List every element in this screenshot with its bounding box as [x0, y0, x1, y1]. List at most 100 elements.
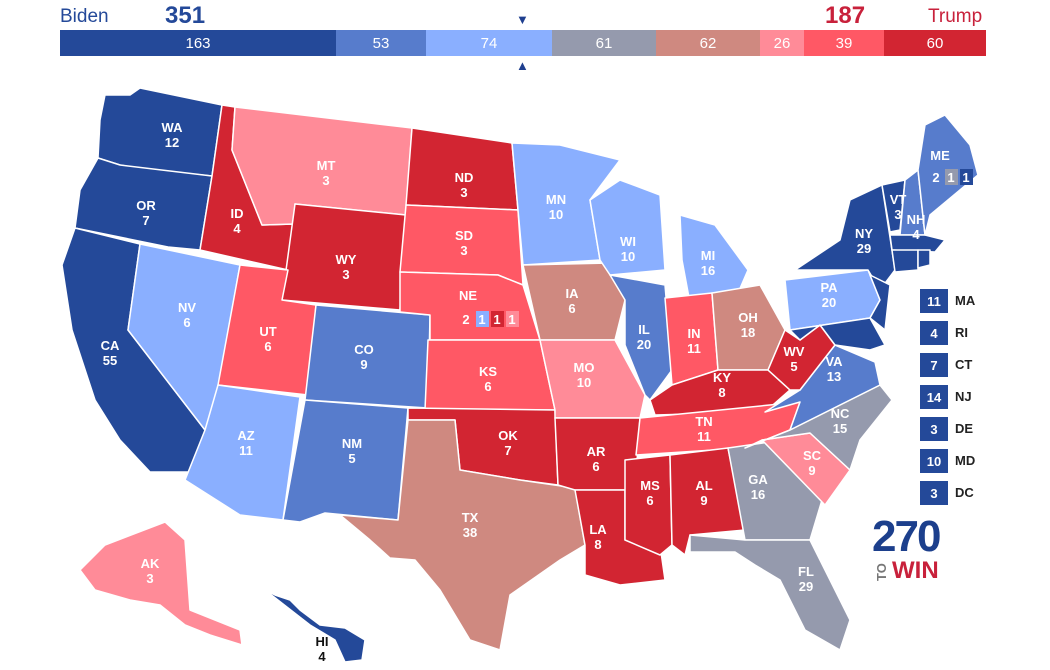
- me-district-box[interactable]: [960, 169, 973, 185]
- me-district-ev: 1: [947, 170, 954, 185]
- state-label-AK: AK: [141, 556, 160, 571]
- bar-segment-tilt-r[interactable]: 62: [656, 30, 760, 56]
- state-GA[interactable]: [727, 441, 826, 541]
- ne-district-ev: 1: [478, 312, 485, 327]
- state-ev-UT: 6: [264, 339, 271, 354]
- state-label-MS: MS: [640, 478, 660, 493]
- rep-candidate-name: Trump: [928, 6, 983, 27]
- me-district-box[interactable]: [945, 169, 958, 185]
- state-ev-NE: 2: [462, 312, 469, 327]
- small-state-box-MD[interactable]: 10: [920, 449, 948, 473]
- state-label-WA: WA: [162, 120, 184, 135]
- state-MD[interactable]: [789, 317, 886, 351]
- state-ev-WV: 5: [790, 359, 797, 374]
- state-HI[interactable]: [264, 589, 366, 663]
- state-ev-MO: 10: [577, 375, 591, 390]
- state-ev-AR: 6: [592, 459, 599, 474]
- small-state-box-CT[interactable]: 7: [920, 353, 948, 377]
- state-ev-AK: 3: [146, 571, 153, 586]
- state-ev-MN: 10: [549, 207, 563, 222]
- small-state-box-NJ[interactable]: 14: [920, 385, 948, 409]
- state-FL[interactable]: [689, 534, 851, 651]
- state-ev-KY: 8: [718, 385, 725, 400]
- state-ev-ME: 2: [932, 170, 939, 185]
- state-ev-VT: 3: [894, 207, 901, 222]
- state-ev-TN: 11: [697, 429, 711, 444]
- state-NM[interactable]: [282, 399, 409, 523]
- state-ev-MI: 16: [701, 263, 715, 278]
- state-WI[interactable]: [589, 179, 666, 276]
- state-label-UT: UT: [259, 324, 276, 339]
- state-ev-NM: 5: [348, 451, 355, 466]
- ne-district-box[interactable]: [491, 311, 504, 327]
- state-ev-AZ: 11: [239, 443, 253, 458]
- state-CT[interactable]: [891, 249, 919, 273]
- state-label-NV: NV: [178, 300, 196, 315]
- state-AZ[interactable]: [184, 384, 301, 521]
- logo-win: WIN: [892, 557, 939, 584]
- state-TX[interactable]: [339, 419, 586, 651]
- state-WA[interactable]: [97, 87, 223, 177]
- state-label-NE: NE: [459, 288, 477, 303]
- small-state-label-MD: MD: [955, 453, 976, 468]
- state-label-AL: AL: [695, 478, 712, 493]
- state-label-ME: ME: [930, 148, 950, 163]
- bar-segment-likely-r[interactable]: 39: [804, 30, 884, 56]
- logo-number: 270: [872, 512, 941, 561]
- midpoint-marker-top-icon: ▼: [516, 12, 529, 27]
- state-NJ[interactable]: [869, 274, 891, 331]
- ne-district-box[interactable]: [476, 311, 489, 327]
- small-state-label-DE: DE: [955, 421, 974, 436]
- small-state-box-MA[interactable]: 11: [920, 289, 948, 313]
- bar-segment-safe-r[interactable]: 60: [884, 30, 986, 56]
- state-label-MT: MT: [317, 158, 336, 173]
- small-state-box-DC[interactable]: 3: [920, 481, 948, 505]
- small-state-label-CT: CT: [955, 357, 973, 372]
- state-ev-ND: 3: [460, 185, 467, 200]
- state-ev-IA: 6: [568, 301, 575, 316]
- state-label-VA: VA: [825, 354, 843, 369]
- bar-segment-likely-d[interactable]: 53: [336, 30, 426, 56]
- small-state-box-RI[interactable]: 4: [920, 321, 948, 345]
- state-RI[interactable]: [917, 249, 931, 269]
- bar-segment-tossup[interactable]: 61: [552, 30, 656, 56]
- state-ev-ID: 4: [233, 221, 241, 236]
- state-label-IN: IN: [688, 326, 701, 341]
- state-ev-IN: 11: [687, 341, 701, 356]
- state-label-NH: NH: [907, 212, 926, 227]
- state-MS[interactable]: [624, 454, 673, 556]
- state-ev-WY: 3: [342, 267, 349, 282]
- state-label-PA: PA: [820, 280, 838, 295]
- ne-district-ev: 1: [493, 312, 500, 327]
- state-label-LA: LA: [589, 522, 607, 537]
- state-ev-MT: 3: [322, 173, 329, 188]
- state-ev-NV: 6: [183, 315, 190, 330]
- state-label-NY: NY: [855, 226, 873, 241]
- state-ev-OK: 7: [504, 443, 511, 458]
- ne-district-ev: 1: [508, 312, 515, 327]
- dem-candidate-name: Biden: [60, 6, 109, 27]
- state-label-NM: NM: [342, 436, 362, 451]
- state-NC[interactable]: [744, 384, 893, 471]
- bar-segment-safe-d[interactable]: 163: [60, 30, 336, 56]
- state-ev-KS: 6: [484, 379, 491, 394]
- state-ev-WA: 12: [165, 135, 179, 150]
- state-label-GA: GA: [748, 472, 768, 487]
- bar-segment-lean-d[interactable]: 74: [426, 30, 552, 56]
- state-label-OR: OR: [136, 198, 156, 213]
- state-IA[interactable]: [522, 262, 626, 341]
- state-label-WY: WY: [336, 252, 357, 267]
- state-ev-NH: 4: [912, 227, 920, 242]
- small-state-label-RI: RI: [955, 325, 968, 340]
- state-OR[interactable]: [74, 157, 213, 251]
- state-label-IA: IA: [566, 286, 580, 301]
- logo-to: TO: [874, 563, 889, 581]
- bar-segment-lean-r[interactable]: 26: [760, 30, 804, 56]
- state-label-SD: SD: [455, 228, 473, 243]
- state-label-ND: ND: [455, 170, 474, 185]
- ne-district-box[interactable]: [506, 311, 519, 327]
- small-state-box-DE[interactable]: 3: [920, 417, 948, 441]
- state-ev-CO: 9: [360, 357, 367, 372]
- state-AK[interactable]: [79, 521, 243, 646]
- state-MA[interactable]: [889, 234, 946, 253]
